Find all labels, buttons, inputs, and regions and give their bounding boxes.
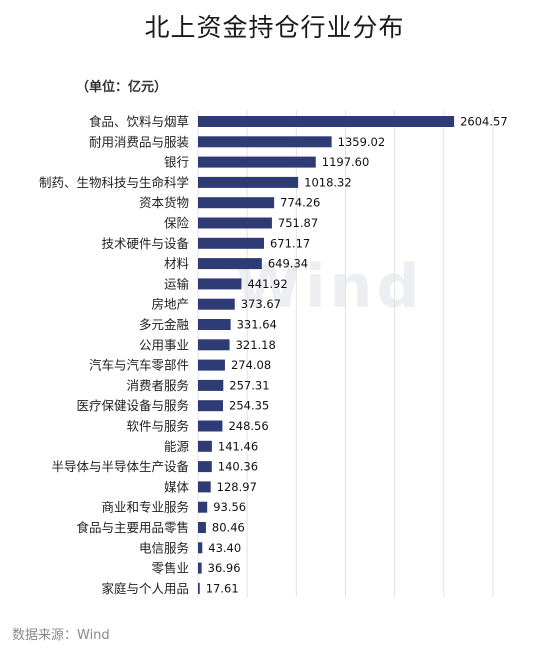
category-label: 房地产 xyxy=(151,297,189,312)
category-label: 汽车与汽车零部件 xyxy=(89,358,189,373)
bar xyxy=(198,481,211,493)
bar xyxy=(198,176,299,188)
value-label: 93.56 xyxy=(213,500,246,514)
bar xyxy=(198,319,231,330)
bar xyxy=(198,420,223,432)
bar xyxy=(198,156,316,168)
value-label: 80.46 xyxy=(212,521,245,535)
bar xyxy=(198,197,275,209)
value-label: 774.26 xyxy=(280,196,320,210)
bar xyxy=(198,339,230,351)
bar xyxy=(198,237,264,249)
value-label: 17.61 xyxy=(206,581,239,595)
value-label: 36.96 xyxy=(208,561,241,575)
source-note: 数据来源：Wind xyxy=(12,628,110,643)
unit-label: （单位：亿元） xyxy=(76,80,168,95)
value-label: 441.92 xyxy=(247,277,287,291)
value-label: 2604.57 xyxy=(460,115,508,129)
watermark: Wind xyxy=(235,252,424,322)
bar xyxy=(198,400,224,412)
category-label: 保险 xyxy=(164,216,190,231)
value-label: 257.31 xyxy=(229,378,269,392)
category-label: 技术硬件与设备 xyxy=(101,236,189,251)
category-label: 能源 xyxy=(164,439,190,454)
bar xyxy=(198,379,224,391)
bar xyxy=(198,562,202,574)
category-label: 多元金融 xyxy=(139,317,190,332)
chart-bars xyxy=(198,116,455,594)
value-label: 373.67 xyxy=(241,297,281,311)
bar xyxy=(198,116,455,127)
bar xyxy=(198,522,206,533)
value-label: 43.40 xyxy=(208,541,241,555)
category-labels: 食品、饮料与烟草耐用消费品与服装银行制药、生物科技与生命科学资本货物保险技术硬件… xyxy=(39,114,190,596)
category-label: 媒体 xyxy=(164,479,190,494)
value-label: 254.35 xyxy=(229,399,269,413)
bar xyxy=(198,542,203,554)
bar xyxy=(198,501,208,513)
category-label: 商业和专业服务 xyxy=(101,500,189,515)
chart-title: 北上资金持仓行业分布 xyxy=(144,13,405,42)
bar xyxy=(198,582,200,594)
category-label: 材料 xyxy=(164,256,190,271)
value-label: 671.17 xyxy=(270,236,310,250)
category-label: 银行 xyxy=(164,155,189,170)
value-labels: 2604.57 1359.02 1197.60 1018.32 774.26 751.87… xyxy=(206,115,508,596)
category-label: 资本货物 xyxy=(139,195,189,210)
bar xyxy=(198,359,225,371)
category-label: 软件与服务 xyxy=(126,419,189,434)
value-label: 248.56 xyxy=(228,419,268,433)
category-label: 零售业 xyxy=(151,561,189,576)
value-label: 1359.02 xyxy=(338,135,386,149)
value-label: 321.18 xyxy=(236,338,276,352)
category-label: 公用事业 xyxy=(139,337,189,352)
category-label: 耐用消费品与服装 xyxy=(89,134,189,149)
bar xyxy=(198,136,332,148)
bar xyxy=(198,440,212,452)
value-label: 331.64 xyxy=(237,318,277,332)
value-label: 141.46 xyxy=(218,439,258,453)
bar xyxy=(198,298,235,310)
category-label: 食品与主要用品零售 xyxy=(76,520,189,535)
category-label: 消费者服务 xyxy=(126,378,189,393)
category-label: 食品、饮料与烟草 xyxy=(89,114,189,129)
value-label: 751.87 xyxy=(278,216,318,230)
bar xyxy=(198,217,272,229)
category-label: 半导体与半导体生产设备 xyxy=(51,459,189,474)
chart-grid xyxy=(197,110,494,598)
value-label: 274.08 xyxy=(231,358,271,372)
value-label: 128.97 xyxy=(217,480,257,494)
category-label: 医疗保健设备与服务 xyxy=(76,398,189,413)
value-label: 140.36 xyxy=(218,460,258,474)
category-label: 制药、生物科技与生命科学 xyxy=(39,175,189,190)
category-label: 运输 xyxy=(164,276,190,291)
bar xyxy=(198,258,262,270)
value-label: 1018.32 xyxy=(304,175,352,189)
bar xyxy=(198,278,242,290)
value-label: 649.34 xyxy=(268,257,308,271)
bar xyxy=(198,461,212,473)
value-label: 1197.60 xyxy=(322,155,370,169)
category-label: 家庭与个人用品 xyxy=(101,581,189,596)
category-label: 电信服务 xyxy=(139,540,189,555)
